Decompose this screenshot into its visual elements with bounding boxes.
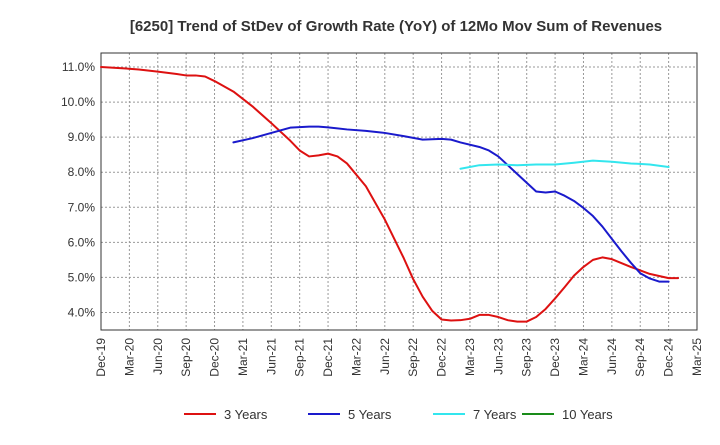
y-tick-label: 6.0% <box>68 235 96 249</box>
x-tick-label: Jun-22 <box>378 338 392 375</box>
x-tick-label: Sep-22 <box>406 338 420 377</box>
chart-title: [6250] Trend of StDev of Growth Rate (Yo… <box>130 18 662 35</box>
y-tick-label: 5.0% <box>68 270 96 284</box>
x-tick-label: Jun-21 <box>264 338 278 375</box>
legend-label: 7 Years <box>473 407 517 422</box>
y-tick-label: 11.0% <box>62 60 95 74</box>
x-tick-label: Mar-21 <box>236 338 250 376</box>
x-tick-label: Dec-20 <box>208 338 222 377</box>
x-tick-label: Sep-23 <box>520 338 534 377</box>
grid-lines <box>101 53 697 330</box>
legend: 3 Years 5 Years 7 Years 10 Years <box>184 407 613 422</box>
x-tick-label: Mar-23 <box>463 338 477 376</box>
y-tick-label: 4.0% <box>68 305 96 319</box>
series-line-7-years <box>459 159 670 170</box>
y-tick-label: 10.0% <box>61 95 95 109</box>
plot-frame <box>100 52 698 331</box>
x-tick-label: Dec-22 <box>435 338 449 377</box>
legend-label: 10 Years <box>562 407 613 422</box>
x-tick-label: Dec-21 <box>321 338 335 377</box>
x-tick-label: Jun-23 <box>491 338 505 375</box>
x-tick-label: Jun-24 <box>605 338 619 375</box>
x-tick-label: Mar-24 <box>576 338 590 376</box>
x-tick-label: Sep-24 <box>633 338 647 377</box>
legend-label: 3 Years <box>224 407 268 422</box>
legend-label: 5 Years <box>348 407 392 422</box>
x-tick-label: Dec-19 <box>94 338 108 377</box>
x-tick-label: Dec-24 <box>662 338 676 377</box>
y-tick-label: 7.0% <box>68 200 96 214</box>
x-tick-label: Mar-20 <box>122 338 136 376</box>
series-lines <box>100 66 680 323</box>
x-tick-label: Mar-25 <box>690 338 704 376</box>
x-tick-label: Sep-20 <box>179 338 193 377</box>
y-tick-label: 8.0% <box>68 165 96 179</box>
y-tick-label: 9.0% <box>68 130 96 144</box>
axes: 4.0% 5.0% 6.0% 7.0% 8.0% 9.0% 10.0% 11.0% Dec-19… <box>61 52 704 377</box>
x-tick-label: Jun-20 <box>151 338 165 375</box>
x-tick-label: Mar-22 <box>349 338 363 376</box>
x-tick-label: Sep-21 <box>293 338 307 377</box>
x-tick-label: Dec-23 <box>548 338 562 377</box>
series-line-3-years <box>100 66 680 323</box>
series-line-5-years <box>232 125 670 283</box>
